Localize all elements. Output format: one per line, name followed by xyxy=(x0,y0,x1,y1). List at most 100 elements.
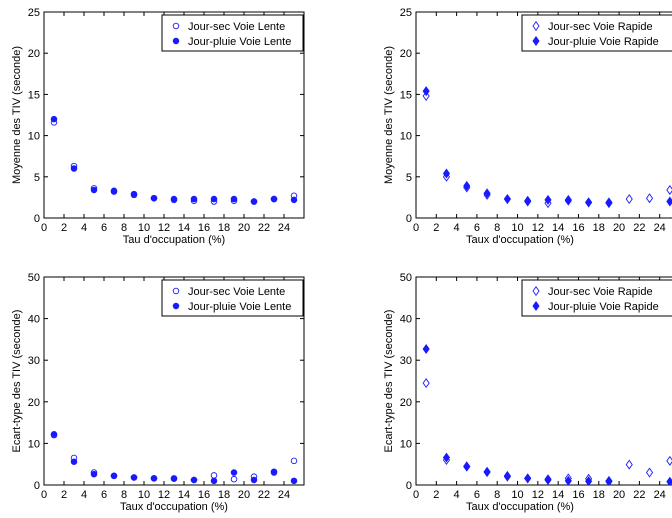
data-point xyxy=(210,472,218,479)
data-point xyxy=(150,194,158,202)
series-2 xyxy=(422,343,672,485)
x-tick-label: 22 xyxy=(258,489,270,501)
y-tick-label: 10 xyxy=(28,131,40,143)
data-point xyxy=(544,474,552,485)
data-point xyxy=(645,467,654,478)
legend: Jour-sec Voie Rapide Jour-pluie Voie Rapi… xyxy=(521,279,672,317)
x-tick-label: 4 xyxy=(81,489,87,501)
legend-marker xyxy=(532,36,540,46)
x-tick-label: 4 xyxy=(454,489,460,501)
x-tick-label: 16 xyxy=(198,489,210,501)
x-tick-label: 6 xyxy=(101,222,107,234)
data-point xyxy=(524,195,532,206)
data-points xyxy=(50,430,298,485)
data-point xyxy=(463,461,471,472)
data-point xyxy=(130,474,138,481)
y-tick-label: 5 xyxy=(406,172,412,184)
data-point xyxy=(70,458,78,465)
data-point xyxy=(666,455,672,466)
data-point xyxy=(666,196,672,207)
y-axis-label: Ecart-type des TIV (seconde) xyxy=(383,310,395,453)
data-point xyxy=(170,195,178,203)
x-tick-label: 10 xyxy=(511,222,523,234)
x-axis-label: Taux d'occupation (%) xyxy=(466,501,574,513)
y-tick-label: 0 xyxy=(406,480,412,492)
x-tick-label: 22 xyxy=(258,222,270,234)
data-point xyxy=(544,194,552,205)
x-tick-label: 14 xyxy=(178,222,190,234)
y-axis-label: Moyenne des TIV (seconde) xyxy=(11,46,23,184)
y-tick-label: 20 xyxy=(400,397,412,409)
data-point xyxy=(270,195,278,203)
series-2 xyxy=(50,115,298,205)
data-point xyxy=(130,190,138,198)
data-point xyxy=(422,343,430,354)
x-tick-label: 10 xyxy=(511,489,523,501)
data-point xyxy=(210,477,218,485)
legend-box xyxy=(161,279,304,317)
x-tick-label: 10 xyxy=(138,489,150,501)
data-point xyxy=(190,476,198,484)
data-point xyxy=(625,459,633,470)
x-tick-label: 0 xyxy=(41,222,47,234)
x-tick-label: 8 xyxy=(121,222,127,234)
data-point xyxy=(605,198,613,209)
y-tick-label: 25 xyxy=(28,7,40,19)
data-point xyxy=(250,198,258,205)
data-point xyxy=(210,195,218,203)
data-point xyxy=(666,185,672,195)
data-point xyxy=(110,472,118,480)
data-point xyxy=(605,475,613,485)
data-point xyxy=(605,476,613,485)
y-tick-label: 50 xyxy=(28,272,40,284)
x-tick-label: 20 xyxy=(613,489,625,501)
y-tick-label: 10 xyxy=(28,438,40,450)
x-tick-label: 4 xyxy=(81,222,87,234)
data-point xyxy=(524,473,532,484)
x-tick-label: 24 xyxy=(654,222,666,234)
series-1 xyxy=(50,119,298,205)
y-tick-label: 10 xyxy=(400,131,412,143)
y-tick-label: 20 xyxy=(28,397,40,409)
x-tick-label: 8 xyxy=(494,489,500,501)
data-point xyxy=(290,477,298,485)
data-point xyxy=(442,452,451,463)
data-point xyxy=(625,194,633,205)
data-point xyxy=(463,180,471,191)
series-2 xyxy=(50,430,298,485)
series-1 xyxy=(422,91,672,209)
x-tick-label: 20 xyxy=(238,489,250,501)
legend-marker xyxy=(172,287,180,295)
y-tick-label: 25 xyxy=(400,7,412,19)
x-tick-label: 8 xyxy=(121,489,127,501)
data-point xyxy=(270,468,278,475)
x-tick-label: 10 xyxy=(138,222,150,234)
data-point xyxy=(250,476,258,484)
legend-marker xyxy=(532,21,540,31)
x-tick-label: 0 xyxy=(413,222,419,234)
x-tick-label: 12 xyxy=(532,222,544,234)
plot-frame xyxy=(43,276,305,486)
data-point xyxy=(503,470,511,481)
data-point xyxy=(442,168,451,179)
series-2 xyxy=(422,86,672,209)
x-tick-label: 2 xyxy=(433,489,439,501)
legend: Jour-sec Voie Rapide Jour-pluie Voie Rapi… xyxy=(521,14,672,52)
data-point xyxy=(70,165,78,172)
x-tick-label: 0 xyxy=(41,489,47,501)
x-tick-label: 4 xyxy=(454,222,460,234)
x-tick-label: 20 xyxy=(613,222,625,234)
data-point xyxy=(645,193,654,204)
x-tick-label: 0 xyxy=(413,489,419,501)
x-tick-label: 18 xyxy=(593,222,605,234)
legend-box xyxy=(161,14,304,52)
data-point xyxy=(90,470,98,478)
x-tick-label: 8 xyxy=(494,222,500,234)
y-tick-label: 15 xyxy=(400,89,412,101)
y-tick-label: 40 xyxy=(400,314,412,326)
data-points xyxy=(50,115,298,205)
